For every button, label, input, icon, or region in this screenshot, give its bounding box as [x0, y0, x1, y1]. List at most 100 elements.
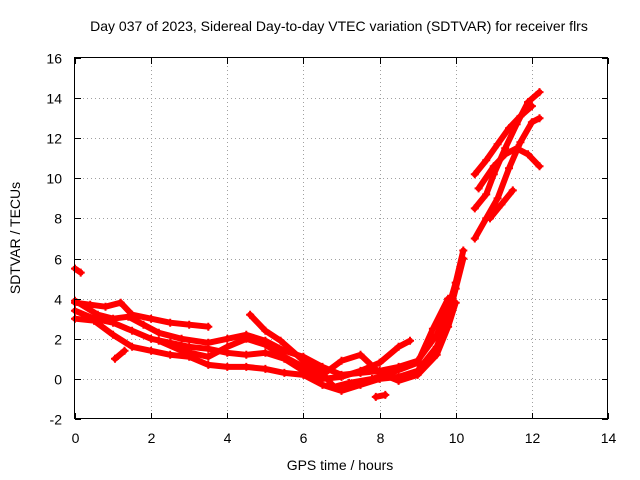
data-point	[508, 186, 517, 195]
y-tick-label: -2	[50, 412, 63, 428]
data-point	[470, 204, 479, 213]
data-point	[413, 358, 422, 367]
data-point	[276, 336, 285, 345]
data-point	[90, 316, 98, 325]
data-point	[147, 314, 156, 323]
data-point	[524, 98, 532, 107]
y-tick-label: 10	[46, 171, 62, 187]
data-point	[356, 366, 365, 375]
y-tick-label: 14	[46, 91, 62, 107]
series-track-9	[474, 144, 544, 193]
data-point	[166, 318, 175, 327]
y-tick-label: 8	[54, 211, 62, 227]
data-point	[261, 326, 270, 335]
data-point	[139, 320, 148, 329]
y-axis-label: SDTVAR / TECUs	[7, 182, 23, 294]
data-point	[166, 350, 175, 359]
data-point	[242, 362, 251, 371]
data-point	[371, 392, 380, 401]
data-point	[497, 200, 506, 209]
data-point	[413, 370, 422, 379]
series-track-10	[470, 102, 536, 179]
series-line	[475, 145, 543, 192]
x-tick-label: 0	[72, 430, 80, 446]
x-axis-label: GPS time / hours	[287, 457, 394, 473]
data-point	[432, 350, 441, 359]
data-point	[524, 150, 532, 159]
y-tick-labels: -2 0 2 4 6 8 10 12 14 16	[46, 51, 62, 428]
data-point	[489, 162, 498, 171]
data-point	[516, 112, 525, 121]
x-tick-label: 12	[525, 430, 541, 446]
data-point	[76, 268, 85, 277]
data-point	[154, 328, 163, 337]
data-point	[185, 320, 194, 329]
data-point	[451, 284, 460, 293]
data-point	[493, 194, 502, 203]
x-tick-label: 10	[449, 430, 465, 446]
data-point	[280, 368, 289, 377]
data-point	[177, 334, 186, 343]
x-tick-label: 2	[148, 430, 156, 446]
series-group	[71, 88, 544, 401]
data-point	[246, 310, 255, 319]
data-point	[444, 322, 453, 331]
y-tick-label: 0	[54, 372, 62, 388]
data-point	[375, 358, 384, 367]
data-point	[527, 102, 536, 111]
data-point	[111, 354, 119, 363]
data-point	[261, 348, 270, 357]
data-point	[147, 346, 156, 355]
data-point	[242, 334, 251, 343]
data-point	[204, 344, 213, 353]
data-point	[535, 88, 544, 97]
data-point	[486, 214, 494, 223]
series-track-14	[111, 346, 129, 363]
data-point	[314, 364, 323, 373]
data-point	[406, 336, 414, 345]
plot-frame	[74, 57, 608, 419]
data-point	[387, 368, 395, 377]
data-point	[505, 164, 513, 173]
data-point	[109, 330, 118, 339]
data-point	[493, 140, 502, 149]
data-point	[128, 326, 137, 335]
series-track-6	[246, 294, 453, 391]
y-tick-label: 4	[54, 292, 62, 308]
data-point	[356, 350, 365, 359]
data-point	[223, 362, 232, 371]
data-point	[261, 340, 270, 349]
data-point	[505, 124, 513, 133]
data-point	[368, 374, 376, 383]
data-point	[535, 162, 544, 171]
series-line	[247, 295, 452, 390]
grid	[75, 58, 608, 419]
data-point	[459, 246, 468, 255]
series-line	[112, 347, 128, 362]
data-point	[147, 334, 156, 343]
data-point	[299, 370, 308, 379]
data-point	[444, 294, 453, 303]
x-tick-label: 6	[300, 430, 308, 446]
data-point	[482, 190, 491, 199]
x-tick-labels: 0 2 4 6 8 10 12 14	[72, 430, 617, 446]
data-point	[394, 376, 403, 385]
data-point	[470, 234, 479, 243]
data-point	[428, 324, 437, 333]
data-point	[154, 336, 163, 345]
data-point	[337, 372, 346, 381]
series-track-13	[371, 390, 390, 401]
data-point	[177, 346, 186, 355]
data-point	[337, 386, 346, 395]
x-tick-label: 4	[224, 430, 232, 446]
data-point	[299, 356, 308, 365]
data-point	[470, 170, 479, 179]
data-point	[345, 378, 354, 387]
chart-title: Day 037 of 2023, Sidereal Day-to-day VTE…	[90, 18, 588, 34]
data-point	[482, 156, 491, 165]
series-line	[72, 255, 467, 394]
series-track-4	[71, 254, 468, 395]
data-point	[223, 342, 232, 351]
y-tick-label: 6	[54, 252, 62, 268]
